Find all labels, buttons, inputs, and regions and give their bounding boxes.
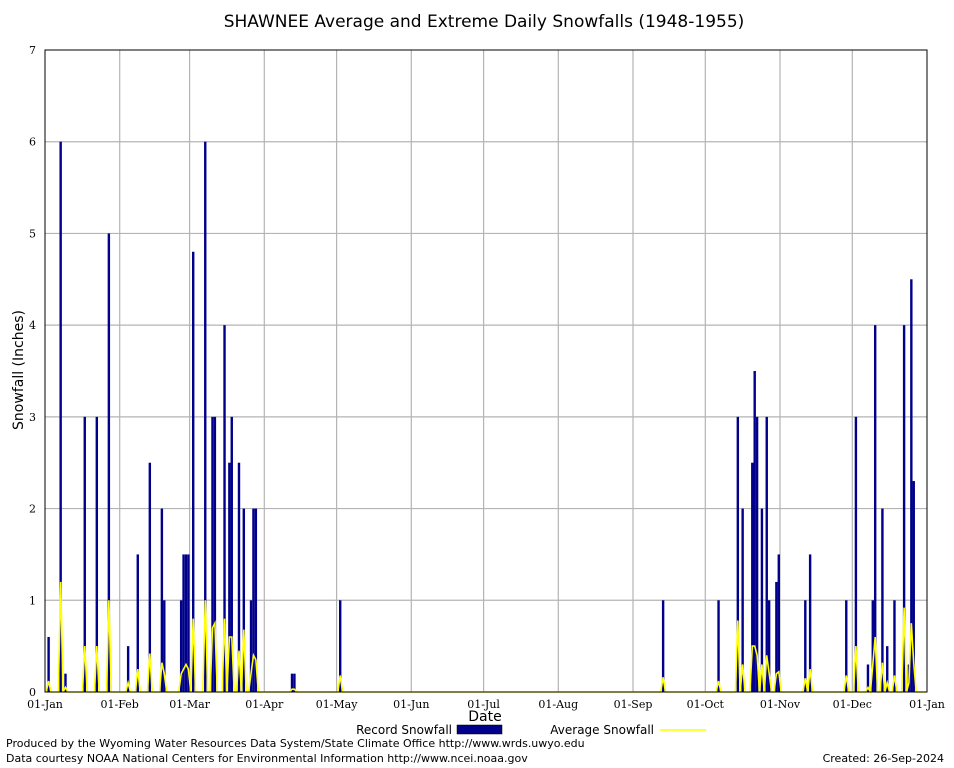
record-bar: [765, 416, 768, 692]
record-bar: [767, 600, 771, 692]
y-tick-labels: 0 1 2 3 4 5 6 7: [29, 44, 36, 699]
record-bar: [912, 481, 915, 692]
x-axis-label: Date: [468, 709, 501, 725]
x-tick-label: 01-Dec: [833, 698, 872, 711]
record-bar: [237, 462, 241, 692]
record-bar: [775, 581, 778, 692]
record-bar: [717, 600, 720, 692]
legend-record-swatch: [456, 724, 503, 735]
record-bar: [902, 325, 906, 692]
record-bar: [252, 508, 255, 692]
record-bar: [661, 600, 665, 692]
record-bar: [107, 233, 111, 692]
record-bar: [179, 600, 183, 692]
record-bars: [47, 141, 915, 692]
record-bar: [290, 673, 294, 692]
y-tick-label: 5: [29, 227, 36, 240]
record-bar: [230, 416, 233, 692]
record-bar: [136, 554, 139, 692]
x-tick-label: 01-Sep: [614, 698, 653, 711]
y-tick-label: 6: [29, 136, 36, 149]
record-bar: [211, 416, 214, 692]
footer-created-date: Created: 26-Sep-2024: [822, 752, 944, 765]
record-bar: [871, 600, 874, 692]
record-bar: [95, 416, 99, 692]
record-bar: [910, 279, 913, 692]
record-bar: [760, 508, 764, 692]
y-axis-label: Snowfall (Inches): [11, 310, 27, 430]
record-bar: [163, 600, 166, 692]
record-bar: [126, 646, 130, 692]
record-bar: [736, 416, 740, 692]
record-bar: [148, 462, 152, 692]
record-bar: [881, 508, 884, 692]
y-tick-label: 0: [29, 686, 36, 699]
record-bar: [64, 673, 67, 692]
record-bar: [59, 141, 62, 692]
legend: Record Snowfall Average Snowfall: [356, 723, 706, 737]
record-bar: [777, 554, 780, 692]
record-bar: [753, 371, 756, 692]
average-line-group: [45, 581, 926, 695]
record-bar: [339, 600, 342, 692]
x-tick-labels: 01-Jan 01-Feb 01-Mar 01-Apr 01-May 01-Jun 01-J…: [27, 698, 945, 711]
x-tick-label: 01-Nov: [760, 698, 801, 711]
legend-average-label: Average Snowfall: [550, 723, 654, 737]
footer-data-courtesy: Data courtesy NOAA National Centers for …: [6, 752, 528, 765]
record-bar: [223, 325, 226, 692]
record-bar: [228, 462, 231, 692]
record-bar: [182, 554, 185, 692]
record-bar: [187, 554, 190, 692]
x-tick-label: 01-Feb: [101, 698, 139, 711]
x-tick-label: 01-Apr: [245, 698, 284, 711]
record-bar: [204, 141, 207, 692]
record-bar: [293, 673, 296, 692]
record-bar: [893, 600, 896, 692]
record-bar: [804, 600, 807, 692]
x-tick-label: 01-Jan: [27, 698, 63, 711]
x-tick-label: 01-Jan: [909, 698, 945, 711]
record-bar: [184, 554, 188, 692]
footer-produced-by: Produced by the Wyoming Water Resources …: [6, 737, 585, 750]
record-bar: [47, 636, 50, 692]
y-tick-label: 4: [29, 319, 36, 332]
record-bar: [160, 508, 164, 692]
grid-lines: [45, 50, 927, 692]
record-bar: [242, 508, 246, 692]
record-bar: [741, 508, 744, 692]
average-snowfall-line: [45, 581, 926, 695]
chart-title: SHAWNEE Average and Extreme Daily Snowfa…: [224, 12, 745, 32]
y-tick-label: 7: [29, 44, 36, 57]
record-bar: [808, 554, 812, 692]
x-tick-label: 01-Mar: [169, 698, 211, 711]
x-tick-label: 01-Oct: [687, 698, 725, 711]
record-bar: [873, 325, 877, 692]
y-tick-label: 1: [29, 594, 36, 607]
record-bar: [83, 416, 86, 692]
x-tick-label: 01-Jun: [393, 698, 429, 711]
record-bar: [845, 600, 848, 692]
x-tick-label: 01-Jul: [467, 698, 500, 711]
record-bar: [886, 646, 889, 692]
record-bar: [866, 664, 870, 692]
x-tick-label: 01-Aug: [538, 698, 578, 711]
record-bar: [249, 600, 253, 692]
y-tick-label: 3: [29, 411, 36, 424]
record-bar: [213, 416, 217, 692]
legend-record-label: Record Snowfall: [356, 723, 452, 737]
record-bar: [854, 416, 858, 692]
plot-frame: [44, 49, 928, 693]
x-tick-label: 01-May: [316, 698, 359, 711]
y-tick-label: 2: [29, 503, 36, 516]
record-bar: [192, 251, 195, 692]
record-bar: [755, 416, 759, 692]
record-bar: [751, 462, 754, 692]
record-bar: [254, 508, 258, 692]
